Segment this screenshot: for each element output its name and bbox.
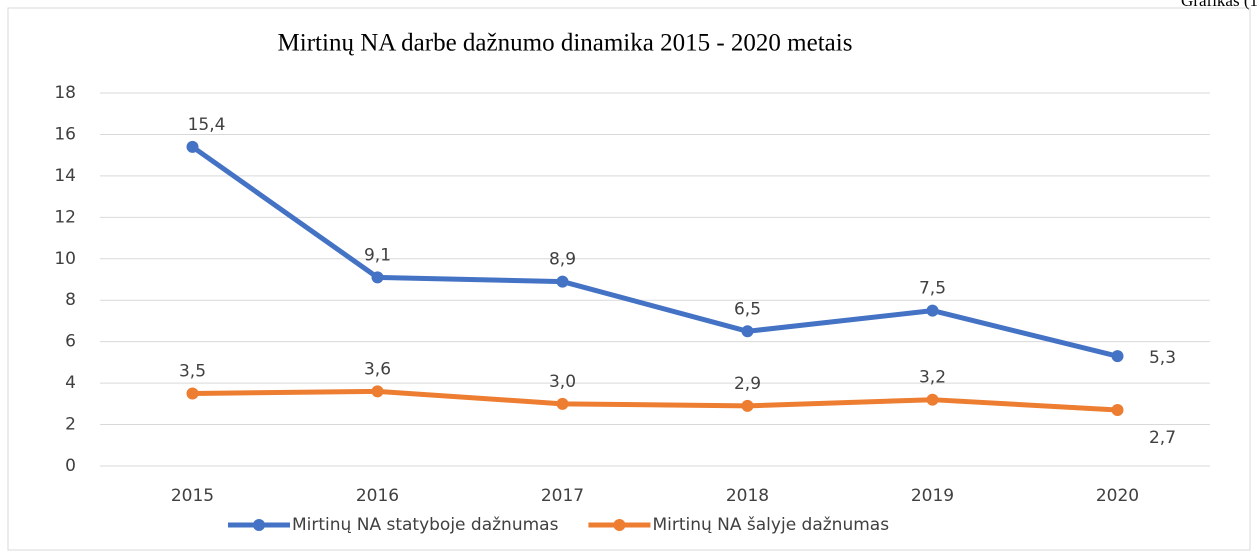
y-tick-label: 14 [54, 166, 76, 186]
data-point [186, 387, 199, 400]
data-label: 3,5 [179, 361, 206, 381]
data-point [186, 140, 199, 153]
y-tick-label: 18 [54, 83, 76, 103]
x-tick-label: 2016 [356, 486, 399, 506]
y-tick-label: 0 [65, 456, 76, 476]
y-tick-label: 16 [54, 124, 76, 144]
data-point [556, 397, 569, 410]
legend-label: Mirtinų NA šalyje dažnumas [652, 515, 889, 535]
data-point [741, 325, 754, 338]
data-point [926, 304, 939, 317]
legend-label: Mirtinų NA statyboje dažnumas [292, 515, 559, 535]
data-point [741, 399, 754, 412]
x-tick-label: 2015 [171, 486, 214, 506]
data-point [926, 393, 939, 406]
x-tick-label: 2020 [1096, 486, 1139, 506]
data-point [1111, 350, 1124, 363]
y-tick-label: 10 [54, 249, 76, 269]
chart-frame [7, 7, 1251, 551]
data-label: 2,9 [734, 374, 761, 394]
x-tick-label: 2017 [541, 486, 584, 506]
data-point [371, 385, 384, 398]
y-tick-label: 2 [65, 415, 76, 435]
data-label: 15,4 [188, 115, 226, 135]
legend-marker [253, 519, 265, 531]
series-line [192, 388, 1118, 413]
data-label: 7,5 [919, 279, 946, 299]
y-tick-label: 12 [54, 207, 76, 227]
annotation: Grafikas (1 [1181, 0, 1258, 10]
data-label: 3,6 [364, 359, 391, 379]
data-point [371, 271, 384, 284]
y-tick-label: 4 [65, 373, 76, 393]
data-label: 5,3 [1149, 348, 1176, 368]
data-label: 6,5 [734, 299, 761, 319]
legend-marker [613, 519, 626, 531]
chart-title: Mirtinų NA darbe dažnumo dinamika 2015 -… [278, 30, 853, 57]
data-label: 9,1 [364, 245, 391, 265]
data-label: 3,0 [549, 372, 576, 392]
x-tick-label: 2018 [726, 486, 769, 506]
data-label: 8,9 [549, 250, 576, 270]
series-line [191, 144, 1119, 359]
y-tick-label: 8 [65, 290, 76, 310]
y-tick-label: 6 [65, 332, 76, 352]
data-point [556, 275, 569, 288]
x-tick-label: 2019 [911, 486, 954, 506]
data-point [1111, 404, 1124, 417]
data-label: 2,7 [1149, 428, 1176, 448]
data-label: 3,2 [919, 368, 946, 388]
